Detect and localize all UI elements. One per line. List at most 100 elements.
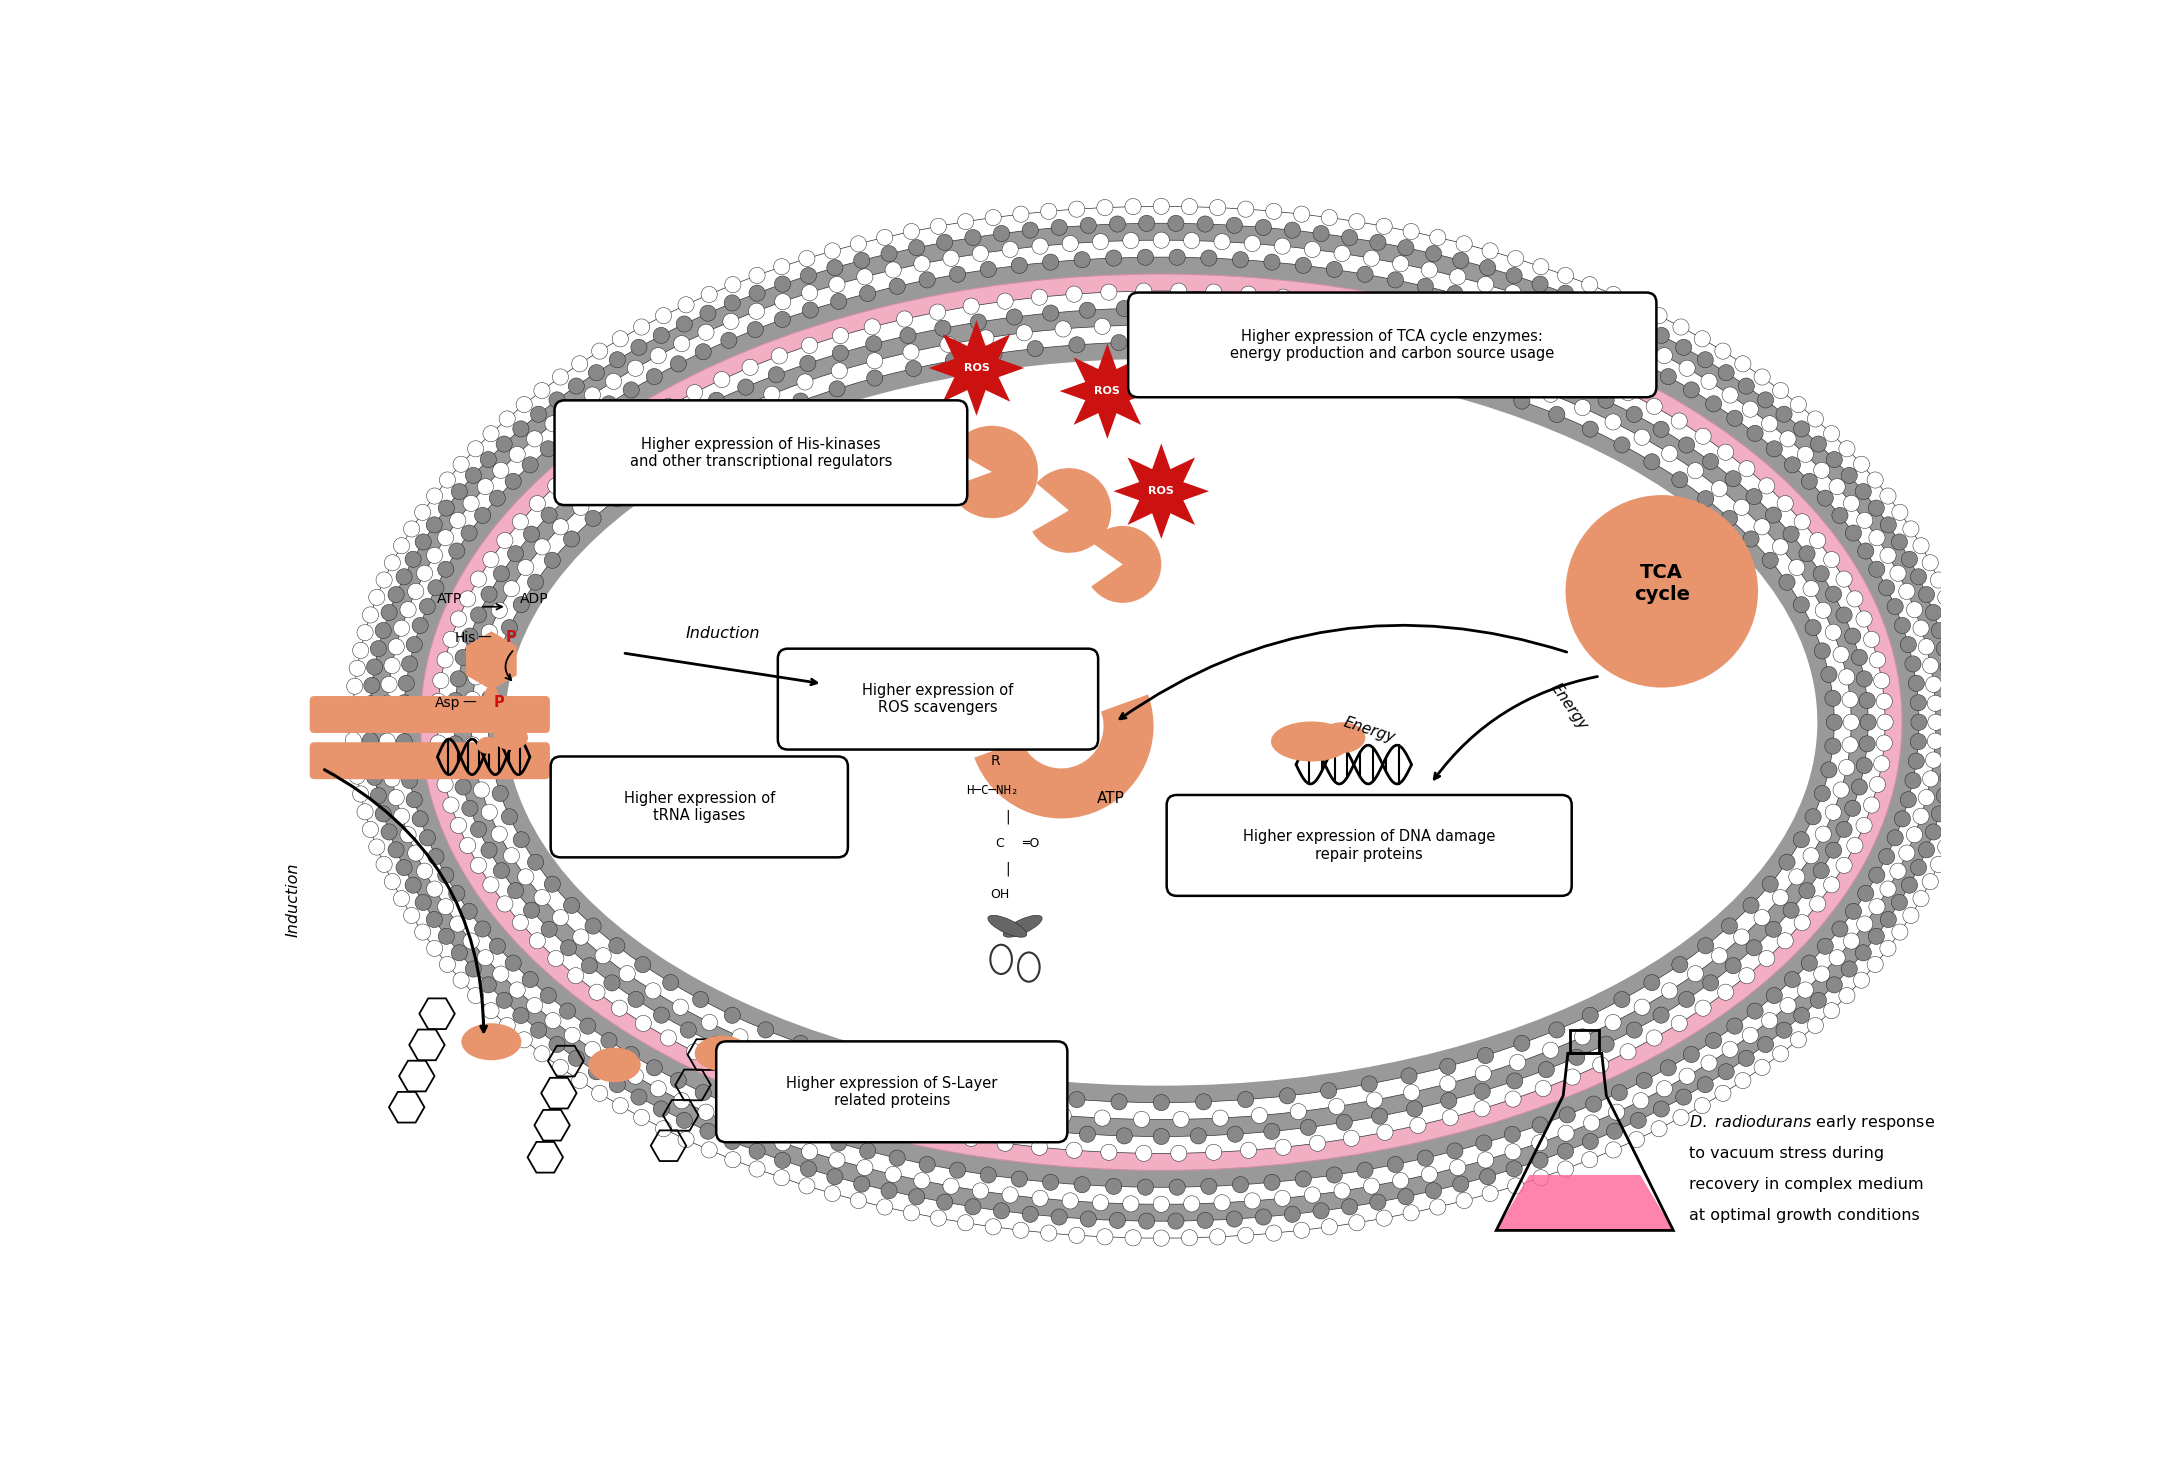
Circle shape — [549, 1037, 565, 1053]
Circle shape — [584, 510, 601, 526]
Circle shape — [826, 1169, 844, 1185]
Circle shape — [1244, 1193, 1261, 1209]
Circle shape — [1209, 200, 1226, 216]
Circle shape — [1815, 826, 1832, 842]
Circle shape — [595, 948, 612, 964]
Circle shape — [1482, 242, 1499, 259]
Circle shape — [1557, 285, 1573, 301]
Circle shape — [1763, 552, 1778, 569]
Circle shape — [430, 693, 446, 710]
Circle shape — [426, 940, 443, 956]
Circle shape — [1441, 1058, 1456, 1074]
Circle shape — [1875, 693, 1893, 710]
Circle shape — [545, 876, 560, 892]
Circle shape — [1715, 344, 1730, 360]
Circle shape — [448, 544, 465, 560]
Circle shape — [619, 965, 636, 981]
Circle shape — [530, 405, 547, 422]
Circle shape — [828, 380, 846, 397]
Circle shape — [1309, 294, 1326, 310]
Circle shape — [694, 1084, 712, 1100]
Circle shape — [407, 792, 422, 808]
Circle shape — [1274, 1138, 1291, 1155]
Circle shape — [885, 261, 902, 278]
Circle shape — [1940, 660, 1955, 676]
Wedge shape — [947, 426, 1038, 519]
Circle shape — [1069, 336, 1086, 353]
Circle shape — [1741, 401, 1759, 417]
Circle shape — [1592, 372, 1609, 388]
Text: Asp: Asp — [435, 696, 461, 710]
Circle shape — [725, 295, 740, 311]
Circle shape — [1839, 668, 1856, 685]
Circle shape — [1953, 786, 1970, 802]
Circle shape — [1361, 1075, 1378, 1091]
Circle shape — [859, 1143, 876, 1159]
Circle shape — [461, 524, 478, 541]
Circle shape — [1858, 886, 1873, 902]
Circle shape — [1233, 1177, 1248, 1193]
Circle shape — [381, 604, 398, 620]
Circle shape — [480, 586, 497, 602]
Circle shape — [671, 1072, 686, 1089]
Circle shape — [677, 1131, 694, 1147]
Circle shape — [1810, 992, 1826, 1008]
Circle shape — [965, 1199, 982, 1215]
Circle shape — [1823, 877, 1841, 893]
Circle shape — [1722, 918, 1737, 934]
Circle shape — [1661, 369, 1676, 385]
Circle shape — [588, 1064, 603, 1080]
Circle shape — [508, 447, 526, 463]
Circle shape — [828, 276, 846, 292]
Circle shape — [1845, 801, 1860, 817]
Ellipse shape — [694, 1036, 751, 1071]
Circle shape — [584, 1042, 601, 1058]
Circle shape — [439, 472, 456, 488]
Ellipse shape — [472, 325, 1852, 1119]
Circle shape — [495, 992, 513, 1008]
Circle shape — [692, 992, 709, 1008]
Circle shape — [1568, 1049, 1585, 1065]
Circle shape — [404, 521, 420, 538]
Circle shape — [867, 370, 883, 386]
Circle shape — [1479, 260, 1497, 276]
Circle shape — [1153, 1196, 1170, 1212]
Circle shape — [1097, 1228, 1114, 1244]
Circle shape — [1830, 479, 1845, 495]
Circle shape — [463, 933, 480, 949]
Circle shape — [1430, 1199, 1445, 1215]
Circle shape — [376, 856, 392, 873]
Circle shape — [1583, 1134, 1598, 1150]
Circle shape — [1300, 1119, 1317, 1136]
Circle shape — [1676, 1089, 1691, 1105]
Circle shape — [1650, 307, 1668, 323]
Circle shape — [699, 325, 714, 341]
Circle shape — [1877, 714, 1893, 730]
Circle shape — [1776, 1022, 1793, 1039]
Circle shape — [1826, 737, 1841, 754]
Circle shape — [636, 413, 651, 429]
Circle shape — [867, 1058, 883, 1074]
Circle shape — [1869, 652, 1886, 668]
Circle shape — [1733, 499, 1750, 516]
Circle shape — [748, 1125, 766, 1141]
Circle shape — [612, 1097, 629, 1114]
Circle shape — [396, 695, 413, 711]
Circle shape — [1605, 414, 1622, 430]
Circle shape — [1852, 649, 1867, 665]
Circle shape — [742, 1069, 759, 1086]
Circle shape — [1901, 877, 1919, 893]
Circle shape — [1505, 1143, 1521, 1161]
Circle shape — [541, 441, 556, 457]
Circle shape — [627, 1068, 645, 1084]
Circle shape — [1473, 328, 1490, 344]
Circle shape — [1456, 1193, 1473, 1209]
Circle shape — [461, 903, 478, 920]
Circle shape — [523, 902, 539, 918]
Circle shape — [402, 655, 417, 671]
Circle shape — [701, 1015, 718, 1031]
Circle shape — [1938, 839, 1953, 855]
Polygon shape — [1497, 1175, 1674, 1231]
Circle shape — [430, 714, 446, 730]
Circle shape — [1051, 1209, 1066, 1225]
